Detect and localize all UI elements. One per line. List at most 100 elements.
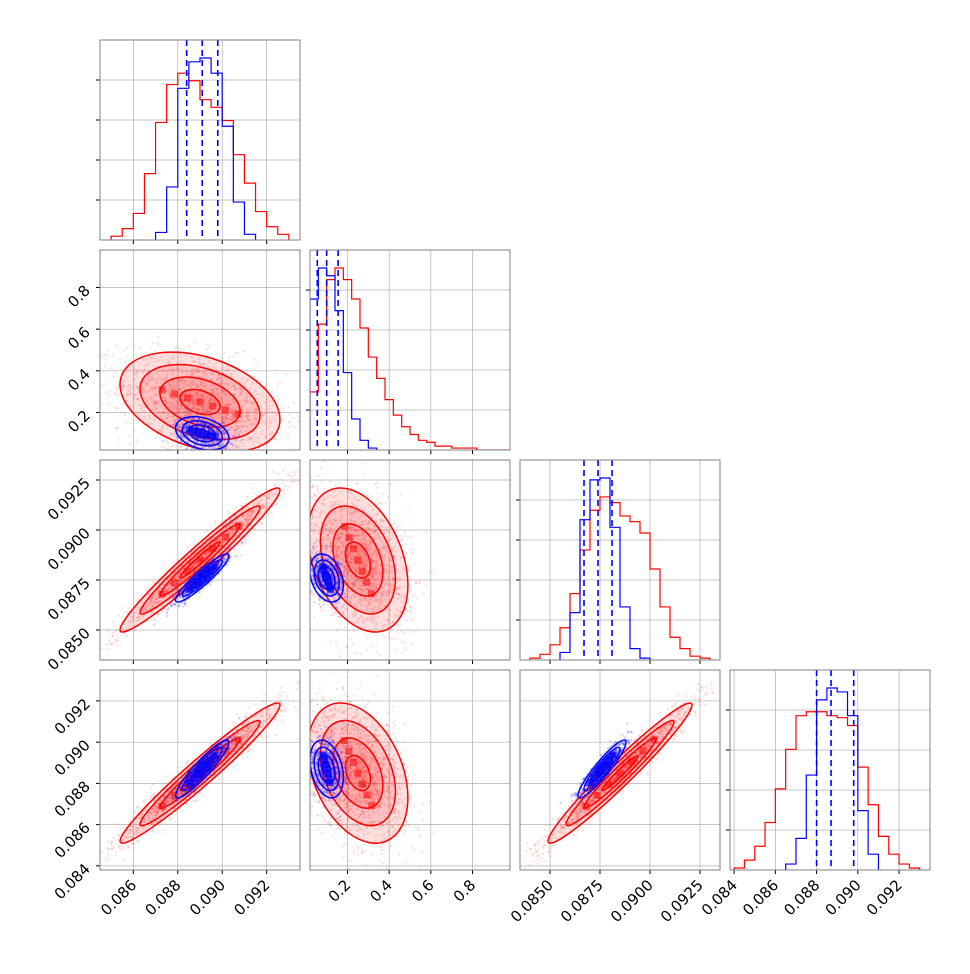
scatter-point [207, 344, 209, 346]
scatter-point [124, 610, 126, 612]
scatter-point [88, 384, 90, 386]
scatter-point [236, 436, 238, 438]
scatter-point [71, 667, 73, 669]
histogram-posterior_b [310, 268, 377, 450]
panel-content [289, 445, 510, 689]
scatter-point [233, 355, 235, 357]
scatter-point [182, 605, 184, 607]
scatter-point [198, 592, 200, 594]
scatter-point [319, 430, 321, 432]
density-block [184, 568, 191, 575]
scatter-point [193, 570, 195, 572]
scatter-point [121, 403, 123, 405]
density-block [222, 534, 229, 541]
scatter-point [233, 548, 235, 550]
scatter-point [404, 675, 406, 677]
scatter-point [183, 348, 185, 350]
scatter-point [400, 535, 402, 537]
scatter-point [135, 629, 137, 631]
scatter-point [344, 413, 346, 415]
scatter-point [360, 652, 362, 654]
scatter-point [265, 383, 267, 385]
scatter-point [117, 639, 119, 641]
scatter-point [235, 555, 237, 557]
scatter-point [311, 457, 313, 459]
scatter-point [157, 345, 159, 347]
scatter-point [389, 637, 391, 639]
scatter-point [175, 439, 177, 441]
scatter-point [303, 475, 305, 477]
panel-frame [100, 40, 300, 240]
scatter-point [110, 642, 112, 644]
scatter-point [116, 389, 118, 391]
scatter-point [255, 494, 257, 496]
scatter-point [178, 441, 180, 443]
scatter-point [108, 631, 110, 633]
scatter-point [150, 619, 152, 621]
scatter-point [117, 645, 119, 647]
scatter-point [134, 429, 136, 431]
density-block [197, 399, 204, 406]
panel-2-1 [289, 445, 510, 689]
scatter-point [222, 421, 224, 423]
scatter-point [169, 425, 171, 427]
scatter-point [186, 407, 188, 409]
scatter-point [115, 639, 117, 641]
scatter-point [209, 415, 211, 417]
scatter-point [276, 401, 278, 403]
scatter-point [415, 672, 417, 674]
scatter-point [409, 611, 411, 613]
scatter-point [279, 496, 281, 498]
scatter-point [97, 356, 99, 358]
scatter-point [278, 473, 280, 475]
scatter-point [282, 407, 284, 409]
scatter-point [276, 472, 278, 474]
scatter-point [202, 409, 204, 411]
scatter-point [365, 632, 367, 634]
scatter-point [136, 439, 138, 441]
scatter-point [272, 470, 274, 472]
scatter-point [274, 483, 276, 485]
scatter-point [287, 432, 289, 434]
scatter-point [335, 642, 337, 644]
y-tick-label: 0.0875 [44, 574, 94, 624]
scatter-point [293, 402, 295, 404]
scatter-point [257, 362, 259, 364]
scatter-point [346, 479, 348, 481]
scatter-point [174, 602, 176, 604]
scatter-point [304, 465, 306, 467]
y-tick-label: 0.8 [64, 282, 94, 312]
scatter-point [120, 411, 122, 413]
density-block [209, 545, 216, 552]
scatter-point [390, 483, 392, 485]
scatter-point [170, 433, 172, 435]
scatter-point [410, 552, 412, 554]
scatter-point [93, 643, 95, 645]
scatter-point [117, 345, 119, 347]
scatter-point [303, 486, 305, 488]
scatter-point [288, 426, 290, 428]
scatter-point [234, 508, 236, 510]
scatter-point [127, 607, 129, 609]
scatter-point [125, 421, 127, 423]
scatter-point [320, 451, 322, 453]
histogram-posterior_b [156, 58, 256, 240]
scatter-point [139, 347, 141, 349]
scatter-point [88, 662, 90, 664]
scatter-point [118, 614, 120, 616]
scatter-point [124, 414, 126, 416]
scatter-point [330, 481, 332, 483]
scatter-point [113, 371, 115, 373]
panel-1-1 [306, 250, 510, 454]
scatter-point [151, 342, 153, 344]
scatter-point [108, 380, 110, 382]
density-block [235, 522, 242, 529]
scatter-point [311, 446, 313, 448]
scatter-point [174, 420, 176, 422]
y-tick-label: 0.0900 [44, 524, 94, 574]
scatter-point [123, 635, 125, 637]
scatter-point [223, 352, 225, 354]
scatter-point [166, 612, 168, 614]
scatter-point [404, 648, 406, 650]
scatter-point [145, 588, 147, 590]
